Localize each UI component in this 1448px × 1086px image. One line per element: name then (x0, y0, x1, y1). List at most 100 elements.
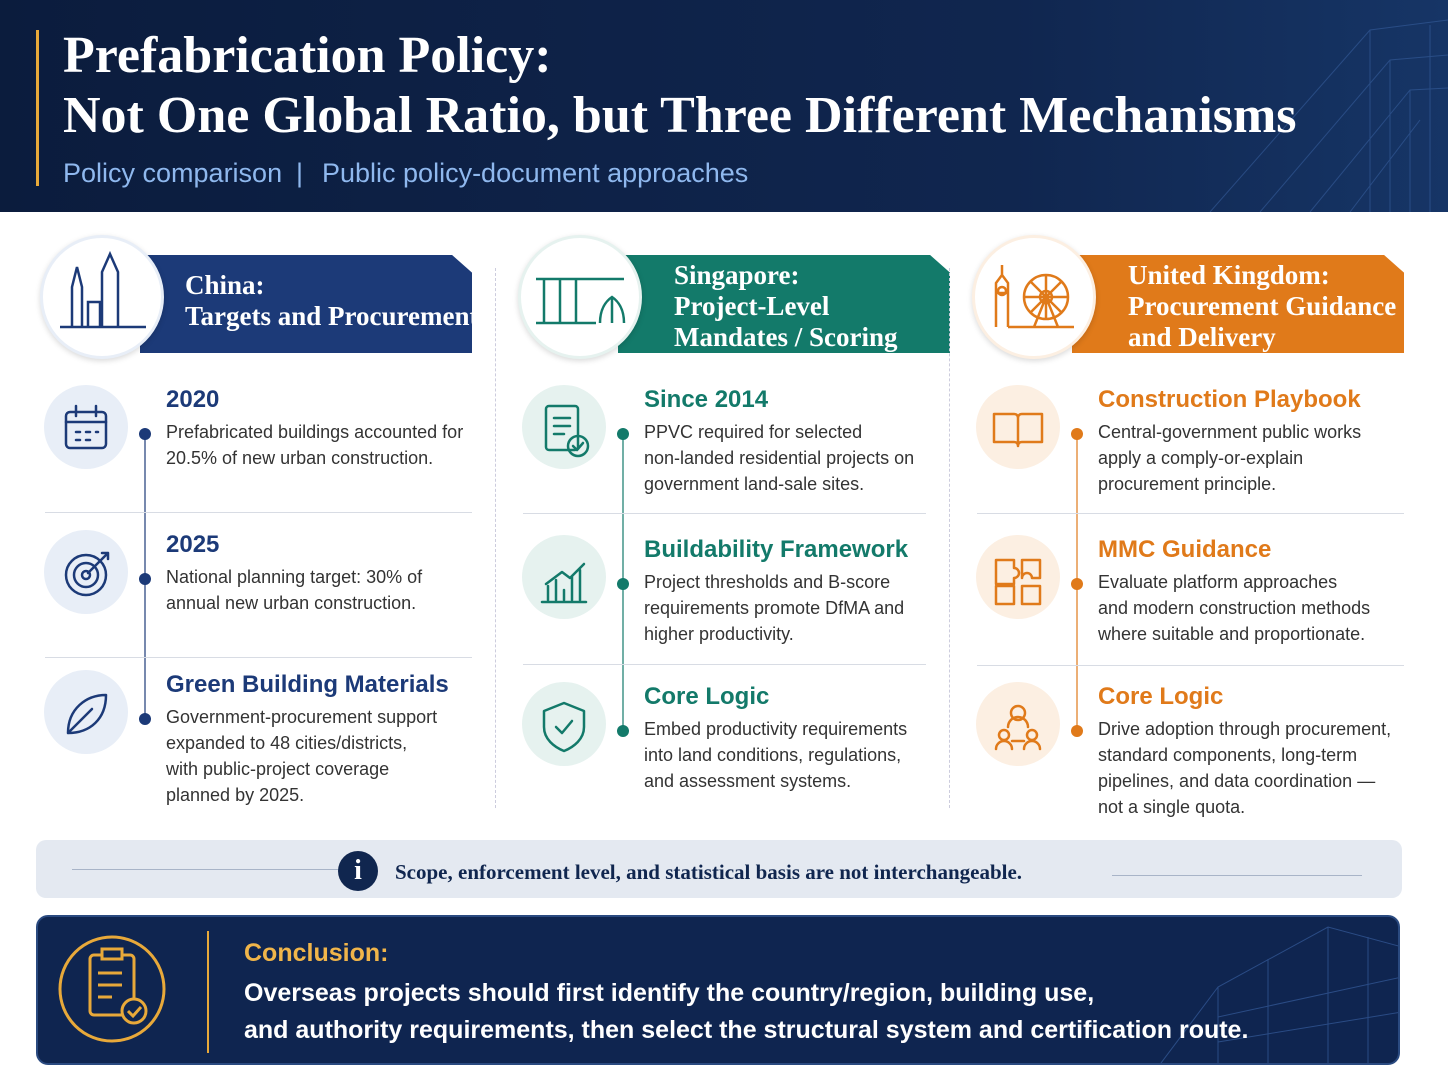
item-heading: MMC Guidance (1098, 536, 1272, 563)
item-text: Central-government public works (1098, 422, 1362, 442)
note-text: Scope, enforcement level, and statistica… (395, 860, 1023, 884)
item-text: Evaluate platform approaches (1098, 572, 1338, 592)
item-text: Prefabricated buildings accounted for (166, 422, 464, 442)
conclusion-text: Overseas projects should first identify … (244, 979, 1095, 1007)
icon (60, 250, 146, 329)
row-divider (45, 512, 472, 513)
timeline-dot (1071, 428, 1083, 440)
info-icon: i (338, 851, 378, 891)
item-text: higher productivity. (644, 624, 794, 644)
item-text: planned by 2025. (166, 785, 305, 805)
item-text: and assessment systems. (644, 771, 852, 791)
timeline-dot (1071, 578, 1083, 590)
timeline-dot (1071, 725, 1083, 737)
decor (1209, 19, 1448, 212)
item-text: PPVC required for selected (644, 422, 863, 442)
icon (992, 412, 1044, 448)
separator: | (296, 158, 304, 188)
icon (66, 693, 108, 735)
item-text: non-landed residential projects on (644, 448, 915, 468)
row-divider (45, 657, 472, 658)
item-text: and modern construction methods (1098, 598, 1371, 618)
column-divider (495, 268, 496, 808)
timeline-dot (139, 428, 151, 440)
icon (994, 265, 1074, 329)
item-text: Drive adoption through procurement, (1098, 719, 1392, 739)
item-text: expanded to 48 cities/districts, (166, 733, 408, 753)
banner-icon (518, 235, 642, 359)
timeline-dot (617, 578, 629, 590)
item-icon (976, 385, 1060, 469)
conclusion-decor (58, 926, 1398, 1063)
item-heading: Core Logic (644, 683, 770, 710)
item-heading: Green Building Materials (166, 671, 449, 698)
icon (994, 558, 1042, 606)
item-text: Government-procurement support (166, 707, 438, 727)
header (0, 0, 1448, 212)
icon (544, 404, 590, 458)
column-title: Targets and Procurement (185, 301, 479, 331)
column-banner (140, 255, 472, 353)
column-title: United Kingdom: (1128, 260, 1330, 290)
column-divider (949, 268, 950, 808)
item-heading: Core Logic (1098, 683, 1224, 710)
item-text: with public-project coverage (166, 759, 390, 779)
column-banner (1072, 255, 1404, 353)
subtitle: Public policy-document approaches (322, 158, 749, 188)
column-title: and Delivery (1128, 322, 1276, 352)
item-heading: 2025 (166, 531, 220, 558)
row-divider (977, 513, 1404, 514)
item-text: into land conditions, regulations, (644, 745, 902, 765)
conclusion-text: and authority requirements, then select … (244, 1016, 1249, 1044)
item-icon (522, 385, 606, 469)
item-text: Embed productivity requirements (644, 719, 908, 739)
item-text: National planning target: 30% of (166, 567, 423, 587)
item-text: pipelines, and data coordination — (1098, 771, 1376, 791)
column-title: Mandates / Scoring (674, 322, 898, 352)
icon (994, 704, 1042, 751)
conclusion-label: Conclusion: (244, 939, 389, 967)
item-text: 20.5% of new urban construction. (166, 448, 434, 468)
column-banner (618, 255, 950, 353)
icon (64, 551, 110, 597)
row-divider (523, 513, 926, 514)
item-icon (522, 535, 606, 619)
item-icon (976, 682, 1060, 766)
icon (540, 562, 588, 604)
row-divider (523, 664, 926, 665)
item-heading: Construction Playbook (1098, 386, 1361, 413)
column-title: Singapore: (674, 260, 800, 290)
column-title: China: (185, 270, 265, 300)
timeline-dot (139, 713, 151, 725)
timeline-dot (139, 573, 151, 585)
timeline-dot (617, 428, 629, 440)
item-text: apply a comply-or-explain (1098, 448, 1304, 468)
item-text: procurement principle. (1098, 474, 1277, 494)
item-text: where suitable and proportionate. (1098, 624, 1366, 644)
column-title: Project-Level (674, 291, 830, 321)
item-icon (522, 682, 606, 766)
conclusion-box: Conclusion: Overseas projects should fir… (36, 915, 1400, 1065)
item-icon (44, 670, 128, 754)
timeline-dot (617, 725, 629, 737)
note-bar: i Scope, enforcement level, and statisti… (36, 840, 1402, 898)
icon (64, 404, 108, 450)
item-icon (976, 535, 1060, 619)
banner-icon (40, 235, 164, 359)
item-heading: Buildability Framework (644, 536, 909, 563)
icon (536, 277, 626, 325)
column-title: Procurement Guidance (1128, 291, 1397, 321)
icon (542, 701, 586, 753)
item-text: standard components, long-term (1098, 745, 1358, 765)
item-text: requirements promote DfMA and (644, 598, 905, 618)
accent-bar (36, 30, 39, 186)
title: Not One Global Ratio, but Three Differen… (63, 87, 1297, 144)
item-text: annual new urban construction. (166, 593, 417, 613)
title: Prefabrication Policy: (63, 27, 552, 84)
row-divider (977, 665, 1404, 666)
item-text: not a single quota. (1098, 797, 1246, 817)
item-text: government land-sale sites. (644, 474, 865, 494)
item-text: Project thresholds and B-score (644, 572, 891, 592)
item-heading: 2020 (166, 386, 220, 413)
